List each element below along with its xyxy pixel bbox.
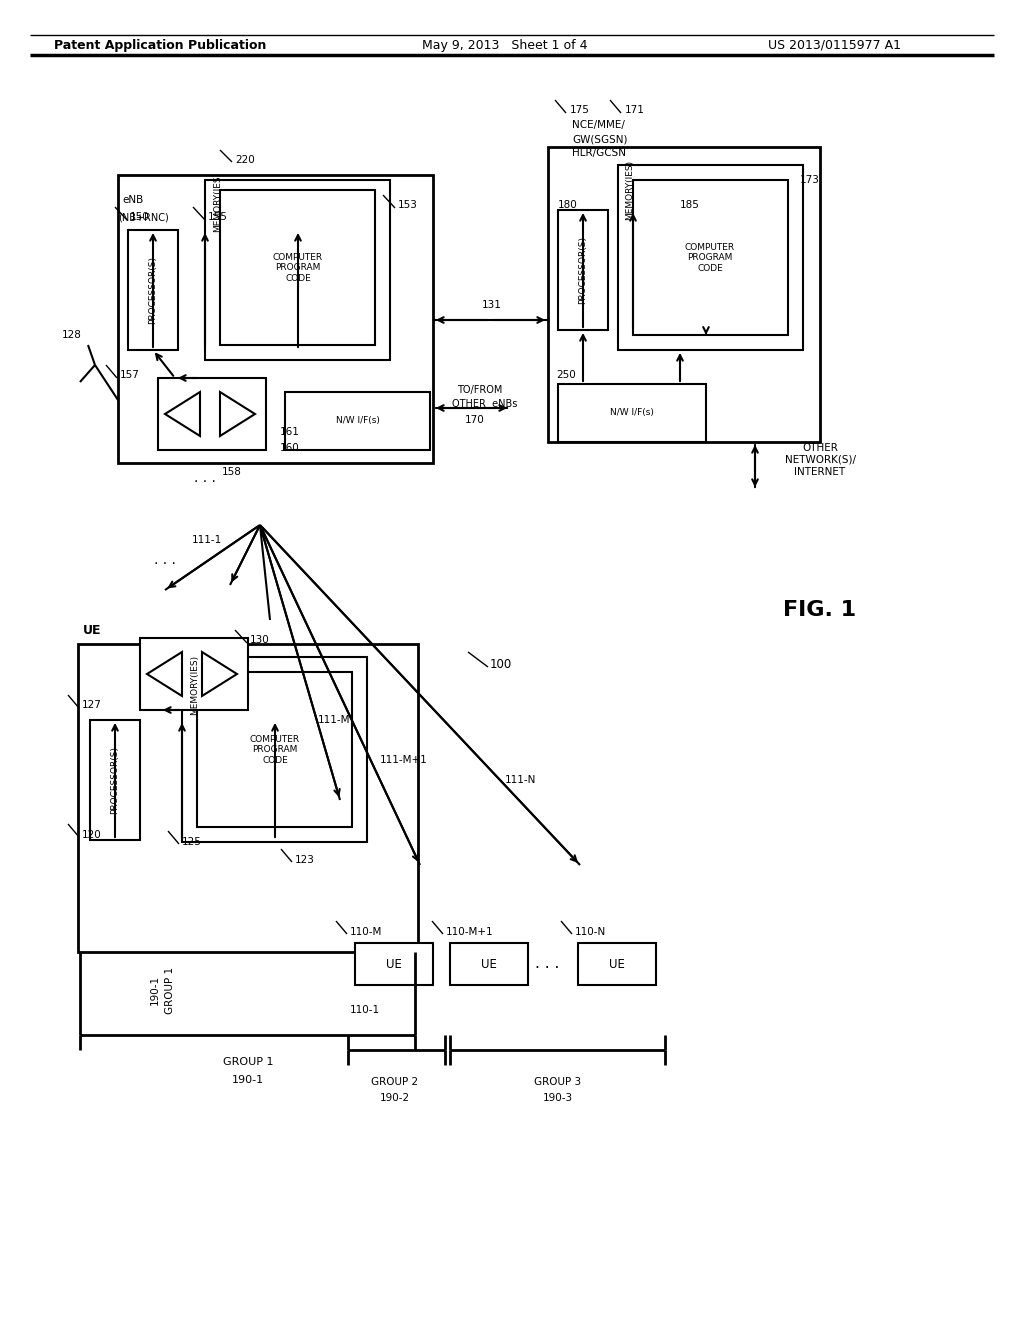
Text: 125: 125 (182, 837, 202, 847)
Bar (197, 672, 352, 828)
Text: TO/FROM: TO/FROM (458, 385, 503, 395)
Text: eNB: eNB (122, 195, 143, 205)
Bar (128, 230, 178, 350)
Bar (285, 392, 430, 450)
Text: 120: 120 (82, 830, 101, 840)
Text: 100: 100 (490, 659, 512, 672)
Bar (140, 638, 248, 710)
Text: 160: 160 (280, 444, 300, 453)
Text: 170: 170 (465, 414, 485, 425)
Text: 220: 220 (234, 154, 255, 165)
Bar (355, 942, 433, 985)
Bar (558, 384, 706, 442)
Text: COMPUTER
PROGRAM
CODE: COMPUTER PROGRAM CODE (250, 735, 300, 764)
Text: 180: 180 (558, 201, 578, 210)
Text: . . .: . . . (195, 471, 216, 484)
Text: 111-M+1: 111-M+1 (380, 755, 428, 766)
Text: 127: 127 (82, 700, 101, 710)
Text: NCE/MME/: NCE/MME/ (572, 120, 625, 129)
Text: 123: 123 (295, 855, 314, 865)
Text: May 9, 2013   Sheet 1 of 4: May 9, 2013 Sheet 1 of 4 (422, 38, 588, 51)
Text: PROCESSOR(S): PROCESSOR(S) (148, 256, 158, 323)
Text: 250: 250 (556, 370, 575, 380)
Text: 130: 130 (250, 635, 269, 645)
Bar (450, 942, 528, 985)
Text: COMPUTER
PROGRAM
CODE: COMPUTER PROGRAM CODE (273, 253, 323, 282)
Bar (220, 190, 375, 345)
Bar (182, 657, 367, 842)
Bar (158, 378, 266, 450)
Text: 190-1: 190-1 (150, 975, 160, 1005)
Text: FIG. 1: FIG. 1 (783, 601, 856, 620)
Text: MEMORY(IES): MEMORY(IES) (213, 172, 222, 232)
Bar (558, 210, 608, 330)
Bar (118, 176, 433, 463)
Bar (548, 147, 820, 442)
Text: UE: UE (386, 957, 402, 970)
Text: 150: 150 (130, 213, 150, 222)
Text: HLR/GCSN: HLR/GCSN (572, 148, 626, 158)
Text: GROUP 3: GROUP 3 (535, 1077, 582, 1086)
Text: UE: UE (83, 623, 101, 636)
Bar (578, 942, 656, 985)
Text: N/W I/F(s): N/W I/F(s) (610, 408, 654, 417)
Text: 131: 131 (482, 300, 502, 310)
Bar (633, 180, 788, 335)
Text: MEMORY(IES): MEMORY(IES) (190, 655, 200, 715)
Bar (90, 719, 140, 840)
Text: 157: 157 (120, 370, 140, 380)
Bar (618, 165, 803, 350)
Text: N/W I/F(s): N/W I/F(s) (336, 417, 380, 425)
Text: 190-3: 190-3 (543, 1093, 573, 1104)
Text: PROCESSOR(S): PROCESSOR(S) (111, 746, 120, 814)
Text: US 2013/0115977 A1: US 2013/0115977 A1 (768, 38, 901, 51)
Text: 110-M: 110-M (350, 927, 382, 937)
Text: 128: 128 (62, 330, 82, 341)
Text: PROCESSOR(S): PROCESSOR(S) (579, 236, 588, 304)
Text: Patent Application Publication: Patent Application Publication (54, 38, 266, 51)
Text: 173: 173 (800, 176, 820, 185)
Text: GW(SGSN): GW(SGSN) (572, 135, 628, 144)
Text: COMPUTER
PROGRAM
CODE: COMPUTER PROGRAM CODE (685, 243, 735, 273)
Text: 110-N: 110-N (575, 927, 606, 937)
Text: OTHER
NETWORK(S)/
INTERNET: OTHER NETWORK(S)/ INTERNET (784, 444, 855, 477)
Text: 190-2: 190-2 (380, 1093, 410, 1104)
Text: 185: 185 (680, 201, 699, 210)
Text: 111-N: 111-N (505, 775, 537, 785)
Text: MEMORY(IES): MEMORY(IES) (626, 160, 635, 220)
Text: GROUP 1: GROUP 1 (223, 1057, 273, 1067)
Text: OTHER  eNBs: OTHER eNBs (453, 399, 518, 409)
Text: GROUP 1: GROUP 1 (165, 966, 175, 1014)
Text: 111-M: 111-M (318, 715, 350, 725)
Text: UE: UE (609, 957, 625, 970)
Text: (NB+RNC): (NB+RNC) (118, 213, 169, 222)
Text: 190-1: 190-1 (232, 1074, 264, 1085)
Text: 175: 175 (570, 106, 590, 115)
Text: 158: 158 (222, 467, 242, 477)
Text: GROUP 2: GROUP 2 (372, 1077, 419, 1086)
Text: . . .: . . . (535, 957, 559, 972)
Text: 110-M+1: 110-M+1 (446, 927, 494, 937)
Text: 110-1: 110-1 (350, 1005, 380, 1015)
Bar (78, 644, 418, 952)
Text: 161: 161 (280, 426, 300, 437)
Text: 155: 155 (208, 213, 228, 222)
Text: 171: 171 (625, 106, 645, 115)
Text: UE: UE (481, 957, 497, 970)
Text: 111-1: 111-1 (193, 535, 222, 545)
Text: . . .: . . . (154, 553, 176, 568)
Text: 153: 153 (398, 201, 418, 210)
Bar (205, 180, 390, 360)
